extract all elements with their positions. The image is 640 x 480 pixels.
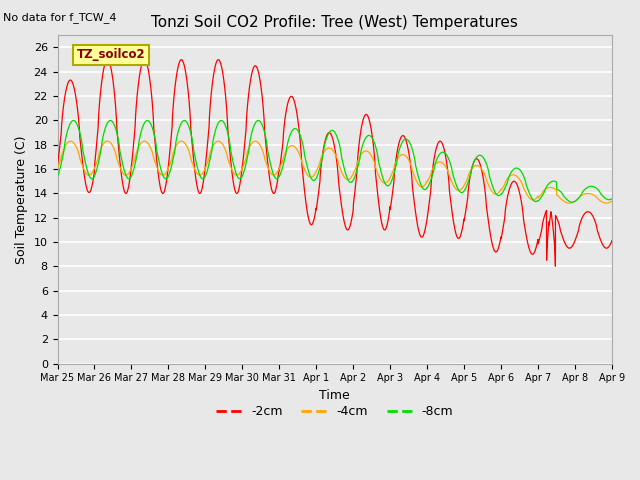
-2cm [552,263,559,269]
-4cm [54,165,61,171]
-8cm [467,168,475,173]
-4cm [509,172,517,178]
X-axis label: Time: Time [319,389,350,402]
-4cm [387,175,394,180]
-4cm [602,200,610,206]
-4cm [266,168,273,174]
-8cm [180,118,188,123]
-4cm [414,181,422,187]
-4cm [467,167,475,172]
-2cm [154,172,162,178]
Title: Tonzi Soil CO2 Profile: Tree (West) Temperatures: Tonzi Soil CO2 Profile: Tree (West) Temp… [151,15,518,30]
-2cm [387,204,394,209]
-2cm [54,162,61,168]
-8cm [568,199,576,205]
-4cm [154,168,162,173]
-2cm [608,238,616,243]
-4cm [608,198,616,204]
-2cm [467,168,475,173]
-8cm [509,167,517,172]
-8cm [387,181,394,187]
-8cm [266,156,273,162]
-8cm [414,173,422,179]
Line: -4cm: -4cm [58,141,612,203]
-2cm [104,57,111,62]
-8cm [54,173,61,179]
-2cm [414,226,422,231]
-2cm [509,179,517,184]
Legend: -2cm, -4cm, -8cm: -2cm, -4cm, -8cm [211,400,458,423]
-4cm [252,138,259,144]
Text: No data for f_TCW_4: No data for f_TCW_4 [3,12,116,23]
-2cm [266,174,273,180]
Line: -8cm: -8cm [58,120,612,202]
Text: TZ_soilco2: TZ_soilco2 [77,48,145,61]
Y-axis label: Soil Temperature (C): Soil Temperature (C) [15,135,28,264]
Line: -2cm: -2cm [58,60,612,266]
-8cm [608,196,616,202]
-8cm [154,155,162,161]
